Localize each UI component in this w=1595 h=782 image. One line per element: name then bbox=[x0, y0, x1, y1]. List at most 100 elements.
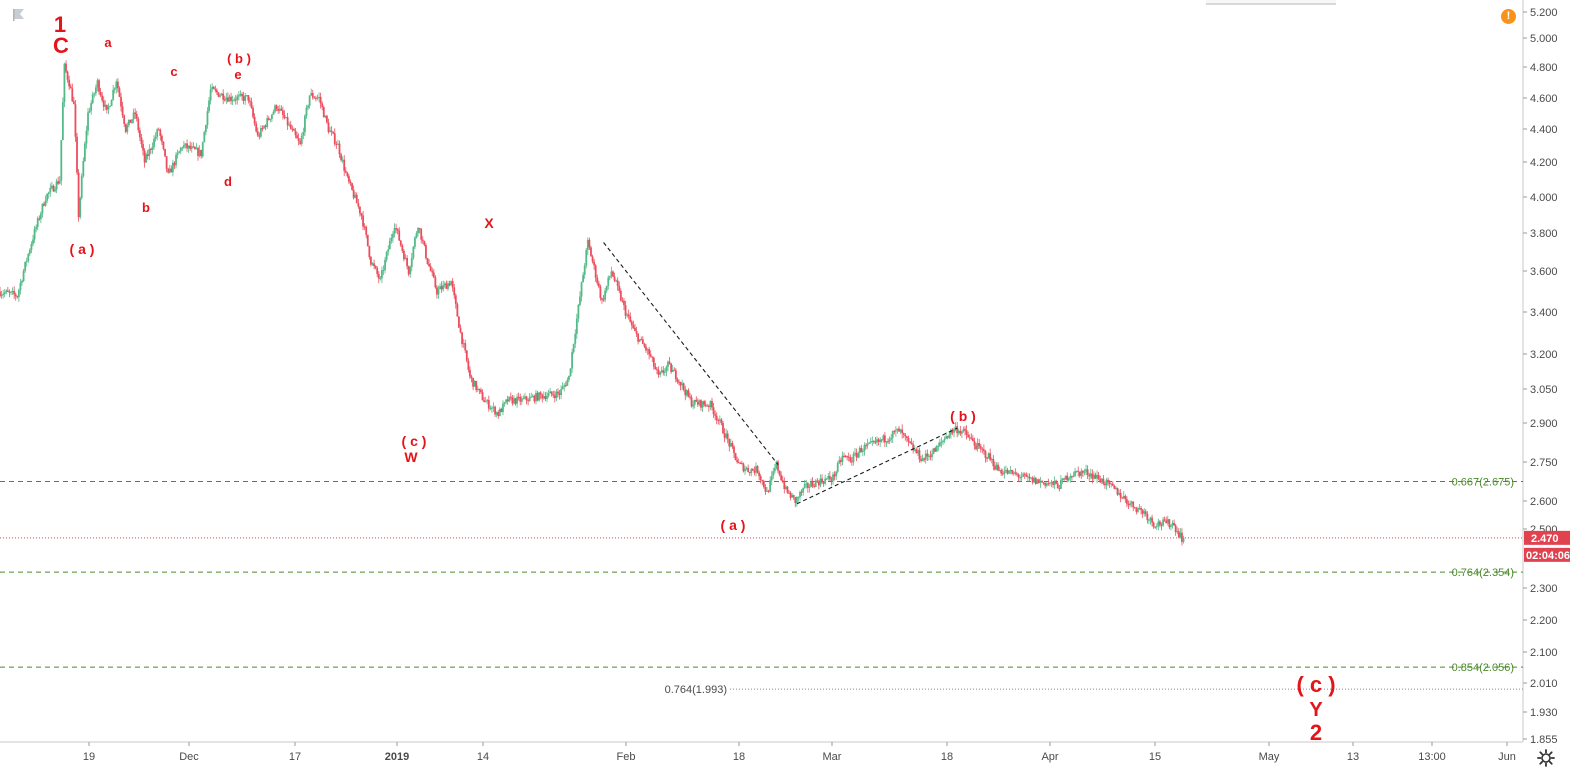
candle-body bbox=[377, 274, 380, 279]
time-axis: 19 Dec 17 2019 14 Feb 18 Mar 18 Apr 15 May 13 13:00 Ju… bbox=[83, 742, 1516, 763]
candle-body bbox=[1141, 509, 1144, 514]
candle bbox=[898, 426, 900, 432]
candle-body bbox=[907, 438, 910, 442]
candle-body bbox=[965, 430, 968, 435]
candle bbox=[745, 466, 748, 471]
candle-body bbox=[1100, 478, 1103, 483]
candle bbox=[792, 494, 795, 501]
candle bbox=[153, 135, 155, 150]
candle-body bbox=[291, 128, 294, 130]
candle bbox=[145, 152, 148, 163]
candle-body bbox=[231, 100, 234, 102]
candle bbox=[1006, 467, 1009, 475]
candle bbox=[458, 316, 460, 328]
candle bbox=[1060, 475, 1062, 489]
candle bbox=[1148, 518, 1150, 525]
candle bbox=[381, 266, 383, 284]
candle-body bbox=[21, 281, 23, 283]
candle-body bbox=[629, 316, 632, 322]
candle-body bbox=[38, 218, 41, 220]
candle bbox=[756, 465, 759, 474]
candle bbox=[929, 450, 932, 461]
countdown-tag bbox=[1524, 547, 1570, 562]
candle bbox=[0, 290, 3, 299]
candle bbox=[25, 257, 28, 267]
candle bbox=[546, 391, 548, 403]
candle bbox=[965, 425, 968, 440]
candle bbox=[549, 387, 552, 394]
price-tick-label: 2.300 bbox=[1530, 583, 1558, 595]
candle-body bbox=[637, 333, 640, 342]
candle bbox=[894, 426, 897, 437]
candle-body bbox=[335, 143, 338, 145]
candle bbox=[85, 125, 88, 149]
candle bbox=[866, 438, 869, 449]
candle-body bbox=[101, 95, 104, 101]
candle bbox=[299, 138, 302, 146]
candle-body bbox=[1166, 519, 1169, 524]
candle bbox=[22, 268, 25, 283]
candle bbox=[800, 489, 803, 496]
candle bbox=[766, 486, 768, 492]
candle bbox=[502, 400, 504, 416]
price-tick-label: 5.200 bbox=[1530, 7, 1558, 19]
candle-body bbox=[189, 145, 192, 149]
candle-body bbox=[942, 440, 944, 442]
price-tick-label: 3.200 bbox=[1530, 349, 1558, 361]
candle-body bbox=[450, 280, 452, 286]
wave-label: ( b ) bbox=[950, 408, 976, 424]
candle bbox=[594, 264, 597, 282]
candle-body bbox=[904, 434, 907, 437]
candle bbox=[278, 104, 281, 114]
candle-body bbox=[476, 388, 479, 391]
candle bbox=[775, 460, 778, 470]
alert-icon[interactable]: ! bbox=[1501, 9, 1516, 24]
candle-body bbox=[447, 283, 449, 289]
candle-body bbox=[549, 391, 552, 394]
candle-body bbox=[1129, 503, 1131, 506]
candle-body bbox=[674, 370, 677, 380]
candle-body bbox=[841, 455, 844, 462]
candle bbox=[204, 124, 207, 136]
candle bbox=[159, 128, 162, 141]
candle bbox=[385, 250, 388, 263]
candle-body bbox=[140, 137, 143, 145]
candle bbox=[685, 389, 688, 398]
candle bbox=[707, 404, 710, 412]
candle bbox=[222, 89, 225, 105]
candle-body bbox=[351, 183, 353, 190]
candle bbox=[83, 141, 86, 163]
wave-label: ( c ) bbox=[402, 433, 427, 449]
candle-body bbox=[1137, 508, 1139, 512]
candle bbox=[467, 357, 470, 373]
candle-body bbox=[472, 377, 474, 387]
candle bbox=[1075, 470, 1078, 473]
candle-body bbox=[2, 293, 5, 295]
candle-body bbox=[91, 94, 94, 104]
candle bbox=[740, 460, 743, 465]
candle bbox=[841, 451, 844, 466]
candle-body bbox=[814, 480, 817, 487]
candle-body bbox=[486, 400, 489, 402]
candle-body bbox=[500, 408, 503, 413]
wave-label: c bbox=[170, 64, 177, 79]
candle bbox=[1119, 489, 1122, 503]
candle bbox=[461, 332, 463, 348]
candle bbox=[148, 144, 151, 160]
candle-body bbox=[57, 181, 60, 184]
candle bbox=[379, 276, 382, 281]
time-tick-label: 17 bbox=[289, 751, 301, 763]
candle bbox=[696, 398, 699, 408]
candle-body bbox=[890, 437, 893, 440]
gear-icon[interactable] bbox=[1536, 748, 1556, 768]
candle-body bbox=[1157, 521, 1160, 527]
flag-icon[interactable] bbox=[12, 8, 26, 22]
candle-body bbox=[442, 284, 445, 290]
wave-labels: 1C ac( b )ebd( a )X( c )W( a )( b )( c )Y… bbox=[53, 12, 1336, 745]
candle-body bbox=[871, 440, 874, 442]
candle-body bbox=[682, 383, 685, 390]
candle bbox=[970, 433, 973, 440]
candle bbox=[615, 279, 618, 283]
candle-body bbox=[847, 456, 850, 458]
